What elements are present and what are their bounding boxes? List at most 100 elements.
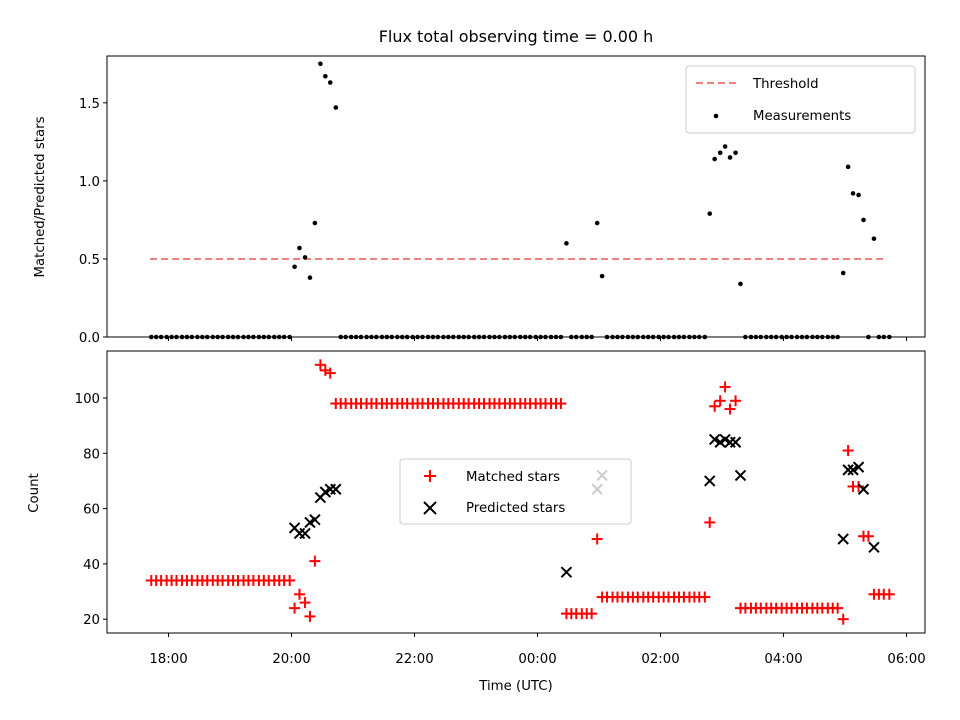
x-tick-label: 00:00	[518, 652, 556, 667]
matched-star-point	[591, 533, 603, 545]
top-y-ticks: 0.0 0.5 1.0 1.5	[79, 97, 107, 346]
measurement-point	[333, 105, 339, 110]
matched-star-point	[730, 395, 742, 407]
measurement-point	[722, 144, 728, 149]
measurement-point	[564, 241, 569, 246]
x-tick-label: 22:00	[395, 652, 433, 667]
matched-star-point	[709, 400, 721, 412]
predicted-star-point	[560, 566, 573, 578]
matched-star-point	[289, 602, 301, 614]
measurement-point	[302, 255, 308, 260]
top-axes-frame	[106, 55, 926, 338]
matched-star-point	[304, 610, 316, 622]
matched-star-point	[853, 480, 865, 492]
legend-matched-swatch	[424, 470, 436, 482]
y-tick-label: 40	[83, 558, 100, 573]
matched-star-point	[724, 403, 736, 415]
top-panel: 0.0 0.5 1.0 1.5 Threshold Measurements	[79, 55, 926, 346]
matched-star-point	[699, 591, 711, 603]
legend-predicted-label: Predicted stars	[466, 501, 565, 516]
measurement-point	[850, 191, 856, 196]
measurement-point	[318, 61, 323, 67]
matched-star-point	[294, 588, 306, 600]
legend-measurements-swatch	[713, 113, 719, 119]
matched-star-point	[832, 602, 844, 614]
predicted-star-point	[729, 436, 742, 448]
measurement-point	[599, 273, 605, 279]
matched-star-point	[309, 555, 321, 567]
matched-star-point	[324, 367, 336, 379]
x-tick-label: 06:00	[887, 652, 925, 667]
bottom-x-ticks: 18:00 20:00 22:00 00:00 02:00 04:00 06:00	[149, 633, 926, 667]
predicted-star-point	[309, 513, 321, 526]
measurement-point	[312, 220, 318, 226]
matched-star-point	[314, 359, 326, 371]
predicted-star-point	[842, 464, 854, 476]
matched-star-point	[284, 574, 296, 586]
matched-star-point	[714, 395, 726, 407]
matched-star-point	[719, 381, 731, 393]
predicted-star-point	[330, 483, 342, 495]
y-tick-label: 20	[83, 613, 100, 628]
top-x-ticks	[168, 337, 908, 341]
measurement-point	[297, 245, 302, 251]
bottom-axes-frame	[106, 350, 926, 634]
bottom-plot-marks	[145, 359, 895, 625]
measurement-point	[845, 164, 851, 170]
predicted-star-point	[852, 461, 865, 473]
measurement-point	[840, 270, 846, 276]
measurement-point	[327, 80, 333, 85]
x-axis-label: Time (UTC)	[478, 679, 553, 694]
top-legend: Threshold Measurements	[685, 65, 916, 134]
matched-star-point	[842, 445, 854, 457]
measurement-point	[292, 264, 297, 270]
y-tick-label: 1.5	[79, 97, 100, 112]
matched-star-point	[299, 597, 311, 609]
matched-star-point	[862, 530, 874, 542]
x-tick-label: 20:00	[272, 652, 310, 667]
measurement-point	[707, 211, 713, 216]
top-legend-box	[685, 65, 916, 134]
legend-threshold-label: Threshold	[752, 77, 819, 92]
matched-star-point	[586, 608, 598, 620]
x-tick-label: 18:00	[149, 652, 187, 667]
bottom-panel: 20 40 60 80 100 18:00 20:00 22:00 00:00 02:00 04:…	[75, 350, 926, 667]
bottom-legend-box	[399, 458, 632, 525]
legend-predicted-swatch	[423, 501, 437, 515]
y-tick-label: 100	[75, 392, 100, 407]
x-tick-label: 04:00	[764, 652, 802, 667]
predicted-star-point	[847, 464, 859, 476]
y-tick-label: 80	[83, 447, 100, 462]
matched-star-point	[837, 613, 849, 625]
bottom-y-ticks: 20 40 60 80 100	[75, 392, 107, 628]
chart-title: Flux total observing time = 0.00 h	[379, 27, 654, 46]
y-tick-label: 0.5	[79, 253, 100, 268]
predicted-star-point	[299, 527, 311, 540]
predicted-star-point	[868, 541, 880, 554]
bottom-legend: Matched stars Predicted stars	[399, 458, 632, 525]
measurement-point	[727, 155, 733, 160]
measurement-point	[323, 73, 328, 79]
measurement-point	[717, 150, 723, 156]
matched-star-point	[555, 398, 567, 410]
measurement-point	[733, 150, 738, 156]
measurement-point	[861, 217, 866, 223]
measurement-point	[871, 236, 877, 241]
x-tick-label: 02:00	[641, 652, 679, 667]
matched-star-point	[883, 588, 895, 600]
bottom-y-axis-label: Count	[27, 473, 42, 513]
predicted-star-point	[837, 533, 849, 545]
y-tick-label: 60	[83, 503, 100, 518]
measurement-point	[856, 192, 861, 198]
predicted-star-point	[708, 433, 721, 446]
measurement-point	[738, 281, 743, 287]
measurement-point	[594, 220, 600, 226]
top-y-axis-label: Matched/Predicted stars	[33, 116, 48, 277]
y-tick-label: 1.0	[79, 175, 100, 190]
y-tick-label: 0.0	[79, 331, 100, 346]
legend-matched-label: Matched stars	[466, 470, 560, 485]
predicted-star-point	[704, 475, 716, 487]
measurement-point	[712, 156, 717, 162]
measurement-point	[307, 275, 313, 280]
